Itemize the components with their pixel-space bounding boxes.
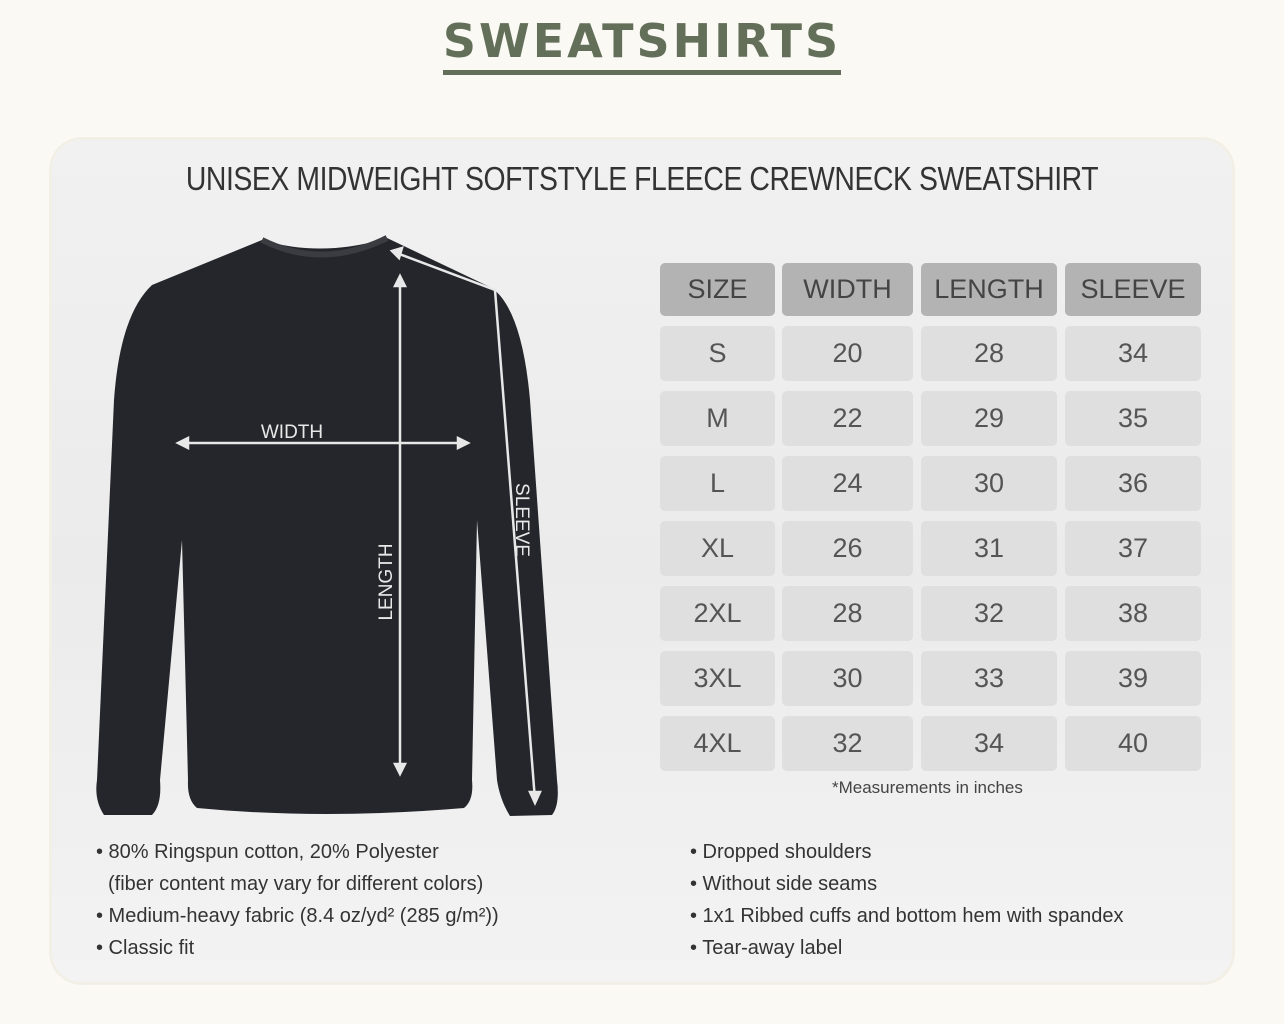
table-header-cell: SIZE [660,263,775,316]
table-cell: 28 [921,326,1057,381]
feature-item: • 1x1 Ribbed cuffs and bottom hem with s… [690,905,1124,927]
table-cell: 30 [782,651,913,706]
table-cell: 34 [921,716,1057,771]
measurement-note: *Measurements in inches [832,778,1023,797]
length-label: LENGTH [376,543,397,620]
feature-item: • Dropped shoulders [690,841,872,863]
table-cell: 29 [921,391,1057,446]
sweatshirt-diagram: WIDTH LENGTH SLEEVE [96,235,558,816]
table-cell: XL [660,521,775,576]
table-cell: 26 [782,521,913,576]
table-cell: 34 [1065,326,1201,381]
table-cell: 28 [782,586,913,641]
table-cell: 24 [782,456,913,511]
table-header-cell: LENGTH [921,263,1057,316]
table-cell: 2XL [660,586,775,641]
table-cell: 38 [1065,586,1201,641]
feature-item: • Medium-heavy fabric (8.4 oz/yd² (285 g… [96,905,499,927]
table-cell: 37 [1065,521,1201,576]
table-header-cell: SLEEVE [1065,263,1201,316]
chart-title: UNISEX MIDWEIGHT SOFTSTYLE FLEECE CREWNE… [185,160,1099,197]
table-cell: 39 [1065,651,1201,706]
table-cell: S [660,326,775,381]
sweatshirt-image [96,238,558,816]
table-cell: 3XL [660,651,775,706]
feature-item: • 80% Ringspun cotton, 20% Polyester [96,841,439,863]
width-label: WIDTH [261,422,323,443]
features-right: • Dropped shoulders • Without side seams… [690,836,1124,964]
table-cell: 4XL [660,716,775,771]
page-title: SWEATSHIRTS [0,14,1284,75]
feature-item: (fiber content may vary for different co… [108,873,484,895]
table-cell: 30 [921,456,1057,511]
table-cell: 33 [921,651,1057,706]
table-cell: 36 [1065,456,1201,511]
feature-item: • Classic fit [96,937,195,959]
feature-item: • Tear-away label [690,937,843,959]
size-chart-card: UNISEX MIDWEIGHT SOFTSTYLE FLEECE CREWNE… [52,140,1232,982]
table-cell: 32 [921,586,1057,641]
table-cell: 40 [1065,716,1201,771]
table-cell: 20 [782,326,913,381]
table-cell: L [660,456,775,511]
feature-item: • Without side seams [690,873,878,895]
table-cell: M [660,391,775,446]
table-cell: 31 [921,521,1057,576]
table-cell: 22 [782,391,913,446]
table-cell: 35 [1065,391,1201,446]
sleeve-arrow [393,250,537,801]
table-cell: 32 [782,716,913,771]
features-left: • 80% Ringspun cotton, 20% Polyester (fi… [96,836,499,964]
table-header-cell: WIDTH [782,263,913,316]
sleeve-label: SLEEVE [511,483,532,557]
